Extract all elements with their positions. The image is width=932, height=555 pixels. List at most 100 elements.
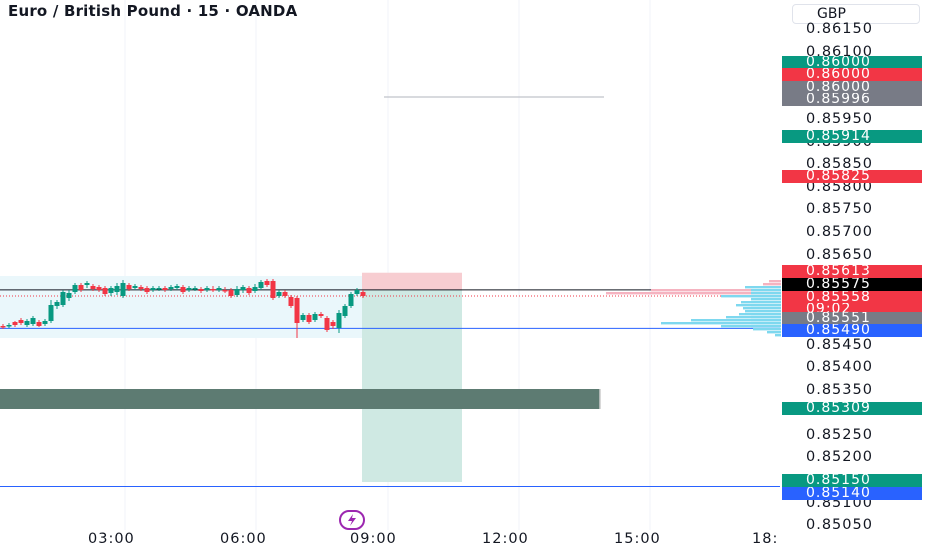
candle-body (282, 292, 288, 296)
candle-body (6, 325, 12, 327)
volume-profile-bar (767, 331, 781, 334)
price-badge: 0.85150 (782, 474, 922, 487)
candle-body (312, 314, 318, 320)
candle-body (342, 306, 348, 316)
time-tick-label: 12:00 (482, 531, 529, 547)
candle-body (66, 293, 72, 298)
volume-profile-bar (691, 319, 781, 322)
demand-zone (0, 389, 600, 409)
price-tick-label: 0.85050 (806, 517, 873, 533)
symbol-title[interactable]: Euro / British Pound · 15 · OANDA (8, 2, 298, 20)
price-tick-label: 0.85450 (806, 337, 873, 353)
time-tick-label: 09:00 (350, 531, 397, 547)
price-badge: 0.85490 (782, 324, 922, 337)
candle-body (126, 285, 132, 289)
volume-profile-bar (751, 292, 781, 295)
price-badge: 0.86000 (782, 68, 922, 81)
candle-body (174, 286, 180, 288)
price-badge: 0.85825 (782, 170, 922, 183)
price-badge: 0.86000 (782, 81, 922, 94)
candle-body (108, 288, 114, 293)
candle-body (156, 288, 162, 290)
candle-body (42, 321, 48, 324)
candle-body (240, 287, 246, 290)
price-badge: 0.86000 (782, 56, 922, 69)
volume-profile-bar (751, 295, 781, 298)
price-tick-label: 0.85850 (806, 156, 873, 172)
currency-button[interactable]: GBP (792, 4, 920, 24)
volume-profile-bar (661, 322, 781, 325)
volume-profile-bar (606, 292, 781, 295)
candle-body (162, 288, 168, 290)
volume-profile-bar (651, 289, 781, 292)
volume-profile-bar (751, 322, 781, 325)
candle-body (234, 289, 240, 295)
lightning-bolt-icon[interactable] (339, 510, 365, 530)
candle-body (120, 283, 126, 296)
volume-profile-bar (751, 316, 781, 319)
candle-body (216, 288, 222, 290)
time-tick-label: 18: (752, 531, 779, 547)
candle-body (132, 286, 138, 288)
price-tick-label: 0.85800 (806, 179, 873, 195)
volume-profile-bar (745, 286, 781, 289)
candle-body (30, 318, 36, 324)
volume-profile-bar (745, 310, 781, 313)
candle-body (294, 298, 300, 323)
candle-body (360, 292, 366, 296)
candle-body (180, 287, 186, 292)
candle-body (84, 283, 90, 285)
candle-body (144, 288, 150, 292)
candle-body (222, 290, 228, 292)
candle-body (288, 297, 294, 306)
candle-body (336, 313, 342, 328)
volume-profile-bar (751, 319, 781, 322)
candle-body (246, 288, 252, 293)
candle-body (138, 287, 144, 289)
price-tick-label: 0.85400 (806, 359, 873, 375)
candle-body (186, 288, 192, 290)
candle-body (102, 288, 108, 294)
candle-body (54, 302, 60, 306)
take-profit-zone (362, 289, 462, 482)
candle-body (252, 287, 258, 291)
price-tick-label: 0.85200 (806, 449, 873, 465)
candle-body (192, 288, 198, 290)
candle-body (36, 322, 42, 326)
candle-body (270, 281, 276, 298)
candle-body (228, 290, 234, 296)
stop-loss-zone (362, 272, 462, 290)
candle-body (0, 326, 6, 328)
price-badge: 0.85613 (782, 265, 922, 278)
candle-body (150, 288, 156, 290)
price-tick-label: 0.85250 (806, 427, 873, 443)
candle-body (306, 315, 312, 322)
price-badge: 0.85140 (782, 487, 922, 500)
candle-body (18, 320, 24, 323)
volume-profile-bar (751, 298, 781, 301)
volume-profile-bar (751, 289, 781, 292)
candle-body (168, 287, 174, 289)
candle-body (198, 289, 204, 291)
volume-profile-bar (763, 283, 781, 286)
candle-body (210, 289, 216, 291)
price-badge: 0.85575 (782, 278, 922, 291)
candle-body (78, 285, 84, 290)
candle-body (96, 287, 102, 290)
candle-body (318, 314, 324, 316)
price-badge: 0.85309 (782, 402, 922, 415)
candle-body (12, 322, 18, 325)
price-tick-label: 0.85950 (806, 111, 873, 127)
time-tick-label: 15:00 (614, 531, 661, 547)
price-badge: 0.85996 (782, 93, 922, 106)
candle-body (348, 294, 354, 306)
price-badge: 0.85914 (782, 130, 922, 143)
candle-body (114, 286, 120, 292)
volume-profile-bar (751, 313, 781, 316)
candle-body (324, 318, 330, 330)
volume-profile-bar (775, 334, 781, 337)
candle-body (330, 322, 336, 326)
price-badge: 0.85558 (782, 291, 922, 304)
